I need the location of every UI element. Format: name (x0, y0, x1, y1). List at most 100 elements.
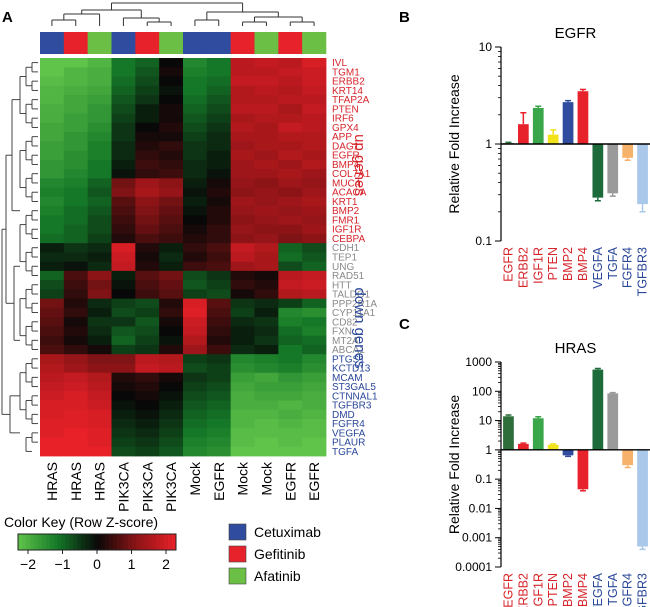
color-key-step (49, 534, 54, 550)
heatmap-cell (230, 335, 255, 346)
gene-label: CD82 (332, 317, 358, 328)
heatmap-cell (135, 252, 160, 263)
heatmap-cell (159, 132, 184, 142)
heatmap-cell (254, 67, 279, 77)
heatmap-cell (135, 363, 160, 374)
gene-label: CTNNAL1 (332, 391, 378, 402)
color-key-step (112, 534, 118, 550)
heatmap-cell (302, 58, 327, 68)
color-key-step (136, 534, 141, 550)
heatmap-cell (40, 391, 65, 401)
color-key-step (140, 534, 145, 550)
heatmap-cell (278, 344, 303, 355)
heatmap-cell (278, 95, 303, 105)
gene-label: HTT (332, 280, 351, 291)
x-tick-label: TGFBR3 (636, 247, 650, 296)
heatmap-cell (40, 224, 65, 235)
heatmap-cell (40, 67, 65, 77)
color-key-step (152, 534, 157, 550)
heatmap-cell (302, 372, 327, 383)
heatmap-cell (278, 381, 303, 392)
heatmap-cell (87, 95, 112, 105)
heatmap-cell (206, 67, 232, 77)
heatmap-cell (135, 326, 160, 337)
heatmap-cell (278, 67, 303, 77)
heatmap-cell (111, 85, 136, 96)
heatmap-cell (302, 169, 327, 179)
bar-egfr (503, 416, 514, 450)
treatment-cell-gefitinib (135, 32, 160, 54)
heatmap-cell (159, 326, 184, 337)
treatment-cell-cetuximab (183, 32, 208, 54)
y-tick-label: 0.1 (475, 234, 492, 248)
heatmap-cell (159, 67, 184, 77)
heatmap-cell (254, 280, 279, 290)
heatmap-cell (87, 326, 112, 337)
heatmap-cell (302, 224, 327, 235)
heatmap-cell (230, 437, 255, 448)
heatmap-cell (183, 326, 208, 337)
heatmap-cell (278, 252, 303, 263)
heatmap-cell (159, 243, 184, 253)
heatmap-cell (230, 446, 255, 457)
heatmap-cell (111, 391, 136, 401)
heatmap-cell (111, 178, 136, 188)
heatmap-cell (135, 446, 160, 457)
heatmap-cell (254, 326, 279, 337)
heatmap-cell (183, 252, 208, 263)
heatmap-cell (135, 169, 160, 179)
heatmap-cell (159, 335, 184, 346)
heatmap-cell (206, 187, 232, 198)
column-label: HRAS (44, 462, 60, 501)
heatmap-cell (230, 418, 255, 429)
x-tick-label: TGFA (606, 572, 620, 605)
heatmap-cell (302, 85, 327, 96)
heatmap-cell (40, 270, 65, 281)
treatment-cell-afatinib (87, 32, 112, 54)
panel-label-c: C (399, 316, 410, 333)
heatmap-cell (87, 354, 112, 364)
heatmap-cell (254, 76, 279, 87)
heatmap-cell (302, 104, 327, 114)
color-key-step (172, 534, 177, 550)
bar-tgfa (607, 393, 619, 450)
heatmap-cell (230, 178, 255, 188)
heatmap-cell (278, 289, 303, 300)
column-labels: HRAS HRAS HRAS PIK3CA PIK3CA PIK3CA Mock EGFR Mo… (44, 461, 322, 512)
heatmap-cell (135, 317, 160, 327)
bar-bmp2 (562, 102, 574, 144)
heatmap-cell (278, 169, 303, 179)
panel-label-a: A (2, 9, 13, 26)
column-dendrogram (51, 2, 315, 26)
heatmap-cell (278, 224, 303, 235)
heatmap-cell (302, 187, 327, 198)
heatmap-cell (183, 344, 208, 355)
heatmap-cell (159, 317, 184, 327)
heatmap-cell (63, 307, 89, 318)
heatmap-cell (254, 317, 279, 327)
heatmap-cell (111, 270, 136, 281)
heatmap-cell (63, 344, 89, 355)
color-key-step (148, 534, 153, 550)
heatmap-cell (111, 437, 136, 448)
heatmap-cell (230, 298, 255, 309)
heatmap-cell (206, 104, 232, 114)
heatmap-cell (111, 141, 136, 151)
heatmap-cell (183, 141, 208, 151)
gene-label: DMD (332, 410, 355, 421)
heatmap-cell (40, 233, 65, 244)
heatmap-cell (230, 215, 255, 226)
bar-bmp4 (577, 91, 589, 144)
y-tick-label: 10 (479, 414, 493, 428)
color-key-step (124, 534, 129, 550)
heatmap-cell (40, 132, 65, 142)
heatmap-cell (135, 196, 160, 207)
heatmap-cell (206, 224, 232, 235)
heatmap-cell (159, 261, 184, 272)
heatmap-cell (159, 409, 184, 420)
heatmap-cell (87, 428, 112, 438)
heatmap-cell (230, 85, 255, 96)
heatmap-cell (63, 428, 89, 438)
heatmap-cell (254, 187, 279, 198)
